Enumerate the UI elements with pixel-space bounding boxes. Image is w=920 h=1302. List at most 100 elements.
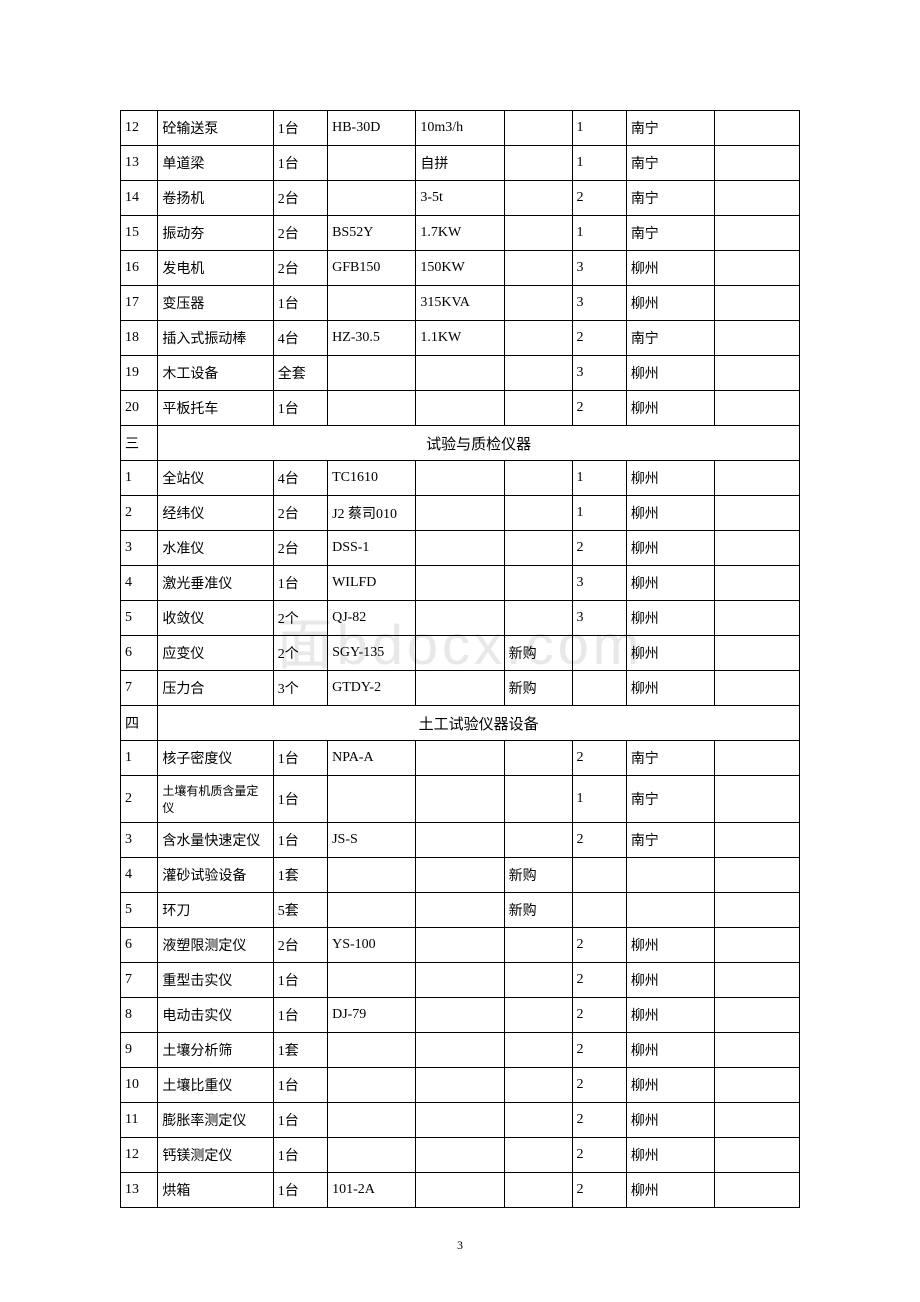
table-cell: 柳州 [626,1173,714,1208]
table-cell: 1台 [273,111,327,146]
table-cell: 3 [121,531,158,566]
table-cell: 南宁 [626,776,714,823]
table-cell: 4台 [273,321,327,356]
table-row: 13单道梁1台自拼1南宁 [121,146,800,181]
table-cell: 压力合 [158,671,273,706]
table-cell [504,566,572,601]
table-cell: 10m3/h [416,111,504,146]
table-cell: 全套 [273,356,327,391]
table-cell: 3 [121,823,158,858]
table-cell: 柳州 [626,1138,714,1173]
table-cell: 1台 [273,998,327,1033]
table-container: 12砼输送泵1台HB-30D10m3/h1南宁13单道梁1台自拼1南宁14卷扬机… [120,110,800,1208]
table-cell [715,321,800,356]
table-cell: 17 [121,286,158,321]
table-cell [626,893,714,928]
table-row: 12砼输送泵1台HB-30D10m3/h1南宁 [121,111,800,146]
table-cell: TC1610 [328,461,416,496]
table-cell: 卷扬机 [158,181,273,216]
table-cell [504,496,572,531]
table-cell: DJ-79 [328,998,416,1033]
table-cell: 南宁 [626,216,714,251]
table-cell: 2台 [273,251,327,286]
table-cell [715,531,800,566]
table-cell [416,601,504,636]
table-cell: 电动击实仪 [158,998,273,1033]
section-header-row: 四土工试验仪器设备 [121,706,800,741]
table-cell [416,1068,504,1103]
table-cell [416,671,504,706]
table-cell: 发电机 [158,251,273,286]
table-cell [572,636,626,671]
table-cell: 振动夯 [158,216,273,251]
table-cell: 南宁 [626,181,714,216]
table-cell [328,776,416,823]
table-cell [572,858,626,893]
table-cell: 重型击实仪 [158,963,273,998]
table-row: 7压力合3个GTDY-2新购柳州 [121,671,800,706]
table-cell: 4台 [273,461,327,496]
table-cell: 南宁 [626,111,714,146]
table-cell [416,963,504,998]
table-cell: 收敛仪 [158,601,273,636]
table-cell [715,823,800,858]
table-cell: 16 [121,251,158,286]
table-cell: 1.7KW [416,216,504,251]
table-cell: 1台 [273,776,327,823]
table-cell: 灌砂试验设备 [158,858,273,893]
table-cell: NPA-A [328,741,416,776]
table-cell: 3个 [273,671,327,706]
table-cell: 柳州 [626,496,714,531]
table-cell [504,111,572,146]
table-cell: 2 [572,963,626,998]
table-cell: 新购 [504,671,572,706]
table-cell: 柳州 [626,391,714,426]
table-cell [715,146,800,181]
table-cell [572,671,626,706]
table-cell: 1 [572,216,626,251]
table-cell: 101-2A [328,1173,416,1208]
table-cell [416,356,504,391]
table-cell: 南宁 [626,741,714,776]
table-cell: 液塑限测定仪 [158,928,273,963]
table-cell [328,1103,416,1138]
table-cell [328,1033,416,1068]
table-row: 12钙镁测定仪1台2柳州 [121,1138,800,1173]
table-cell: 12 [121,111,158,146]
table-cell: 1台 [273,823,327,858]
table-cell [504,998,572,1033]
table-cell [504,928,572,963]
table-cell [504,461,572,496]
table-cell: 木工设备 [158,356,273,391]
table-cell: 3 [572,251,626,286]
table-cell: 2台 [273,181,327,216]
table-cell: 2 [572,1033,626,1068]
table-row: 10土壤比重仪1台2柳州 [121,1068,800,1103]
table-cell: 1套 [273,1033,327,1068]
table-cell: 1台 [273,566,327,601]
table-cell: 平板托车 [158,391,273,426]
table-cell: 2 [572,1103,626,1138]
table-cell [328,146,416,181]
table-cell: 2个 [273,636,327,671]
table-cell [715,356,800,391]
table-cell: 9 [121,1033,158,1068]
table-cell: 19 [121,356,158,391]
table-cell: SGY-135 [328,636,416,671]
table-cell: 激光垂准仪 [158,566,273,601]
table-cell: 13 [121,146,158,181]
table-cell: 1 [121,741,158,776]
table-cell: 柳州 [626,286,714,321]
table-cell [504,531,572,566]
table-cell: 钙镁测定仪 [158,1138,273,1173]
table-cell: 3 [572,566,626,601]
table-cell: 柳州 [626,1103,714,1138]
table-cell: 南宁 [626,321,714,356]
table-cell: 柳州 [626,601,714,636]
table-cell: 2 [572,1138,626,1173]
table-cell: 1 [572,461,626,496]
table-cell: 1台 [273,286,327,321]
table-cell [328,391,416,426]
table-row: 19木工设备全套3柳州 [121,356,800,391]
table-row: 13烘箱1台101-2A2柳州 [121,1173,800,1208]
